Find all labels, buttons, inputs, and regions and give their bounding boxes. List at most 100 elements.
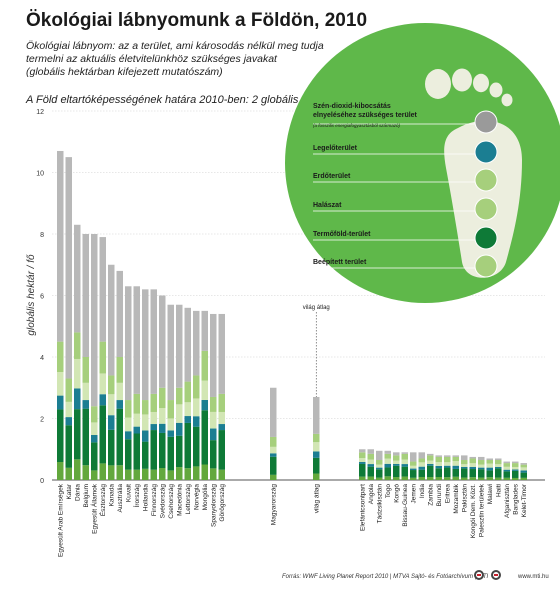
fishing-segment (210, 428, 217, 441)
cropland-segment (495, 468, 502, 478)
built-segment (452, 476, 459, 480)
built-segment (133, 469, 140, 480)
grazing-segment (116, 357, 123, 383)
y-tick-label: 6 (40, 294, 44, 301)
forest-segment (99, 373, 106, 395)
forest-segment (495, 464, 502, 468)
category-label: Egyesült Államok (89, 483, 98, 534)
built-segment (57, 462, 64, 480)
subtitle-line-2: termelni az aktuális életvitelünkhöz szü… (26, 53, 277, 65)
forest-segment (444, 462, 451, 466)
carbon-segment (142, 289, 149, 401)
built-segment (495, 477, 502, 480)
forest-segment (176, 404, 183, 423)
grazing-segment (142, 400, 149, 415)
built-segment (82, 465, 89, 480)
cropland-segment (503, 471, 510, 478)
category-label: Tádzsikisztán (376, 484, 383, 524)
capacity-note: A Föld eltartóképességének határa 2010-b… (26, 94, 345, 106)
category-label: Egyesült Arab Emírségek (57, 483, 64, 557)
footer-source: Forrás: WWF Living Planet Report 2010 | … (282, 574, 489, 580)
category-label: Jemen (410, 484, 417, 504)
category-label: India (419, 484, 426, 498)
fishing-segment (503, 469, 510, 472)
cropland-segment (486, 470, 493, 478)
grazing-segment (133, 393, 140, 414)
forest-segment (108, 394, 115, 416)
fishing-segment (82, 400, 89, 409)
grazing-segment (520, 464, 527, 468)
cropland-segment (469, 469, 476, 478)
built-segment (410, 477, 417, 480)
cropland-segment (452, 468, 459, 477)
category-label: Togo (385, 484, 392, 498)
forest-segment (270, 446, 277, 454)
building-icon (474, 254, 498, 278)
carbon-segment (469, 456, 476, 459)
forest-segment (313, 442, 320, 452)
category-label: Norvégia (193, 484, 200, 510)
carbon-segment (359, 449, 366, 453)
category-label: Észtország (98, 484, 107, 517)
fishing-segment (201, 399, 208, 411)
carbon-segment (435, 455, 442, 457)
carbon-segment (193, 310, 200, 376)
city-smoke-icon (474, 110, 498, 134)
cropland-segment (57, 409, 64, 463)
grazing-segment (495, 460, 502, 465)
fishing-segment (176, 422, 183, 436)
carbon-segment (74, 224, 81, 333)
built-segment (270, 474, 277, 480)
built-segment (435, 477, 442, 480)
built-segment (486, 477, 493, 480)
built-segment (91, 470, 98, 480)
forest-segment (57, 372, 64, 396)
legend-note: (a fosszilis energiafogyasztásból szárma… (313, 123, 401, 128)
fishing-segment (359, 462, 366, 464)
fishing-segment (427, 464, 434, 466)
cropland-segment (384, 467, 391, 477)
forest-segment (410, 465, 417, 469)
carbon-segment (201, 310, 208, 351)
built-segment (99, 463, 106, 480)
cropland-segment (116, 408, 123, 466)
carbon-segment (184, 307, 191, 382)
subtitle-line-3: (globális hektárban kifejezett mutatószá… (26, 66, 223, 78)
fish-icon (474, 197, 498, 221)
carbon-segment (91, 234, 98, 407)
grazing-segment (376, 460, 383, 465)
fishing-segment (313, 451, 320, 458)
forest-segment (393, 460, 400, 465)
grazing-segment (65, 378, 72, 402)
built-segment (359, 476, 366, 480)
cropland-segment (150, 430, 157, 470)
fishing-segment (65, 417, 72, 426)
grazing-segment (218, 393, 225, 412)
category-label: Pakisztán (461, 484, 468, 513)
y-tick-label: 0 (40, 478, 44, 485)
cropland-segment (142, 441, 149, 469)
forest-segment (210, 411, 217, 429)
cropland-segment (74, 409, 81, 460)
fishing-segment (367, 464, 374, 467)
category-label: Haiti (495, 484, 502, 497)
built-segment (313, 473, 320, 480)
grazing-segment (210, 396, 217, 412)
grazing-segment (201, 350, 208, 381)
subtitle-line-1: Ökológiai lábnyom: az a terület, ami kár… (26, 40, 324, 52)
grazing-segment (359, 452, 366, 459)
forest-segment (142, 414, 149, 431)
built-segment (74, 459, 81, 480)
fishing-segment (495, 467, 502, 469)
carbon-segment (461, 455, 468, 461)
built-segment (503, 477, 510, 480)
carbon-segment (150, 289, 157, 394)
category-label: Macedónia (176, 484, 183, 516)
built-segment (427, 477, 434, 480)
cropland-segment (82, 408, 89, 466)
carbon-segment (520, 463, 527, 465)
fishing-segment (486, 467, 493, 471)
carbon-segment (133, 286, 140, 394)
grazing-segment (393, 455, 400, 461)
fishing-segment (478, 467, 485, 470)
